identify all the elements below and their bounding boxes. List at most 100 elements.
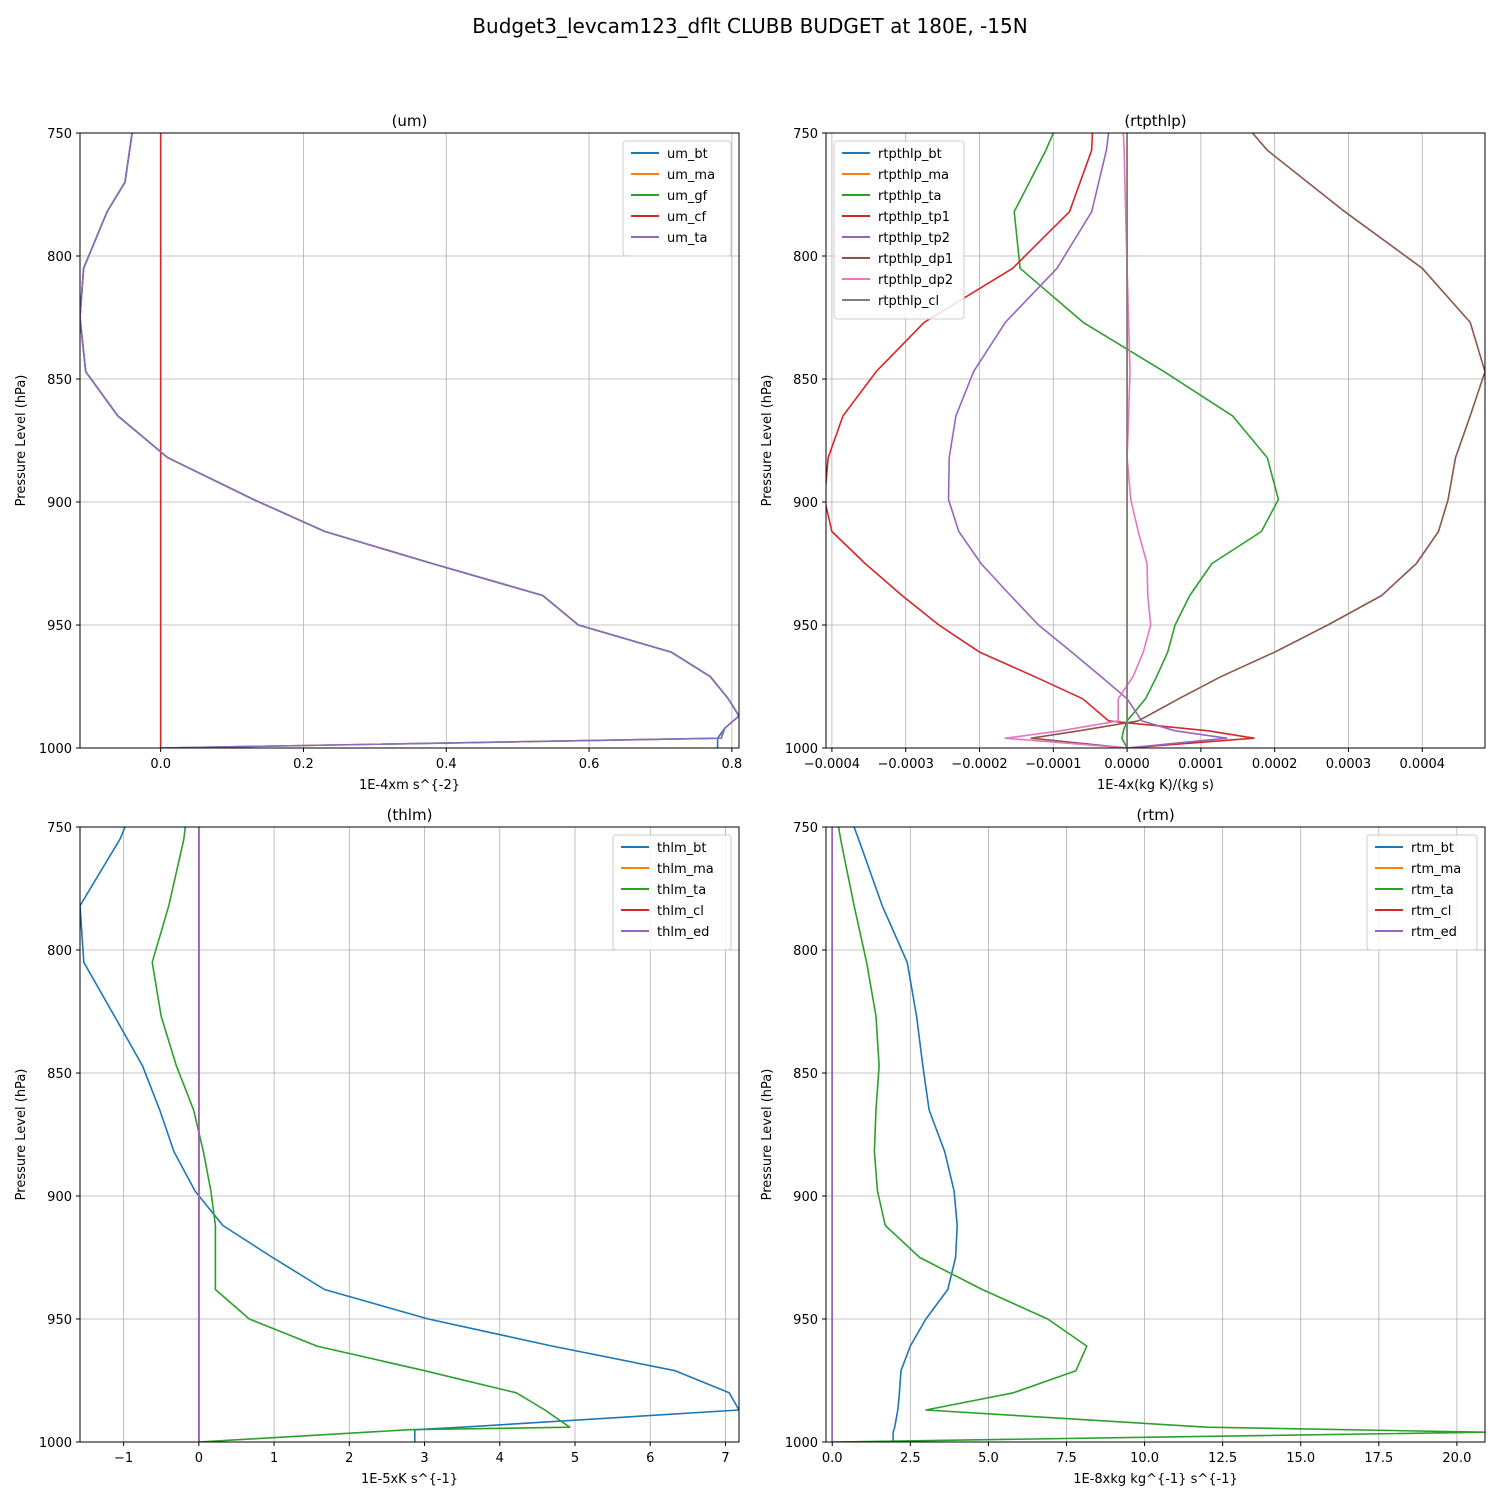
legend-label-rtm_cl: rtm_cl [1411,904,1451,919]
series-line-thlm_ta [151,827,571,1442]
legend-box [833,140,965,320]
legend-label-rtpthlp_dp2: rtpthlp_dp2 [878,273,953,288]
y-tick-label: 1000 [785,1436,818,1451]
x-tick-label: 2 [345,1451,353,1466]
y-tick-label: 950 [47,1313,72,1328]
x-tick-label: 2.5 [900,1451,921,1466]
x-tick-label: 0.0002 [1252,757,1298,772]
x-tick-label: 10.0 [1130,1451,1159,1466]
x-axis-label: 1E-8xkg kg^{-1} s^{-1} [1073,1472,1238,1487]
x-tick-label: 0.4 [436,757,457,772]
series-line-rtm_bt [853,827,959,1442]
series-line-rtpthlp_tp2 [947,133,1228,748]
y-tick-label: 800 [793,944,818,959]
x-tick-label: 6 [646,1451,654,1466]
plot-frame [79,132,740,749]
x-tick-label: −0.0004 [804,757,860,772]
x-tick-label: 0.8 [722,757,743,772]
x-tick-label: 5.0 [978,1451,999,1466]
subplot-rtpthlp: −0.0004 −0.0003 −0.0002 −0.0001 0.0000 0.0001… [760,112,1486,793]
x-tick-label: 0.0 [822,1451,843,1466]
x-tick-label: 0.0003 [1326,757,1372,772]
x-tick-label: 1 [270,1451,278,1466]
series-line-rtpthlp_ta [1013,133,1280,748]
y-tick-label: 900 [47,496,72,511]
legend-label-um_gf: um_gf [667,189,708,204]
y-tick-label: 800 [47,250,72,265]
y-tick-label: 900 [793,1190,818,1205]
y-axis-label: Pressure Level (hPa) [14,375,29,507]
legend-label-um_ta: um_ta [667,231,707,246]
subplot-title: (rtm) [1136,806,1174,824]
y-axis-label: Pressure Level (hPa) [760,375,775,507]
series-line-rtm_ta [832,827,1485,1442]
y-tick-label: 950 [793,619,818,634]
x-tick-label: 12.5 [1208,1451,1237,1466]
legend-label-um_cf: um_cf [667,210,707,225]
plot-frame [825,132,1486,749]
y-tick-label: 1000 [39,742,72,757]
subplot-thlm: −1 0 1 2 3 4 5 6 7 750 800 850 900 950 1000 (thlm) 1E-5x… [14,806,740,1487]
y-tick-label: 850 [47,1067,72,1082]
legend: rtpthlp_bt rtpthlp_ma rtpthlp_ta rtpthlp_tp… [833,140,965,320]
legend-label-rtpthlp_tp1: rtpthlp_tp1 [878,210,950,225]
series-line-thlm_bt [80,827,739,1442]
legend-label-thlm_ed: thlm_ed [657,925,709,940]
legend-label-thlm_cl: thlm_cl [657,904,704,919]
subplot-title: (rtpthlp) [1124,112,1186,130]
legend-box [622,140,732,257]
y-tick-label: 850 [47,373,72,388]
x-tick-label: 3 [420,1451,428,1466]
figure-title: Budget3_levcam123_dflt CLUBB BUDGET at 1… [472,14,1028,38]
subplot-title: (thlm) [387,806,433,824]
legend-label-thlm_bt: thlm_bt [657,841,706,856]
y-tick-label: 750 [793,821,818,836]
y-tick-label: 750 [47,821,72,836]
x-tick-label: 0.0000 [1104,757,1150,772]
x-tick-label: 15.0 [1286,1451,1315,1466]
x-tick-label: −0.0001 [1025,757,1081,772]
series-line-rtpthlp_tp1 [826,133,1255,748]
subplot-rtm: 0.0 2.5 5.0 7.5 10.0 12.5 15.0 17.5 20.0 750 800 85… [760,806,1486,1487]
plot-frame [79,826,740,1443]
x-tick-label: 7 [721,1451,729,1466]
x-tick-label: 4 [496,1451,504,1466]
legend-label-rtpthlp_bt: rtpthlp_bt [878,147,942,162]
legend-label-rtpthlp_tp2: rtpthlp_tp2 [878,231,950,246]
x-tick-label: 20.0 [1442,1451,1471,1466]
series-line-um_ta [80,133,739,748]
legend-label-rtm_ma: rtm_ma [1411,862,1461,877]
x-tick-label: 17.5 [1364,1451,1393,1466]
x-axis-label: 1E-5xK s^{-1} [361,1472,458,1487]
y-tick-label: 850 [793,1067,818,1082]
x-tick-label: 0.2 [293,757,314,772]
y-tick-label: 750 [793,127,818,142]
legend-label-rtpthlp_ta: rtpthlp_ta [878,189,941,204]
legend-label-um_ma: um_ma [667,168,715,183]
x-axis-label: 1E-4xm s^{-2} [359,778,460,793]
legend: um_bt um_ma um_gf um_cf um_ta [622,140,732,257]
legend: rtm_bt rtm_ma rtm_ta rtm_cl rtm_ed [1366,834,1478,951]
y-tick-label: 850 [793,373,818,388]
legend-label-rtpthlp_cl: rtpthlp_cl [878,294,939,309]
x-tick-label: 5 [571,1451,579,1466]
legend-label-um_bt: um_bt [667,147,708,162]
x-tick-label: 0.0 [150,757,171,772]
y-tick-label: 800 [47,944,72,959]
x-tick-label: −0.0003 [878,757,934,772]
y-tick-label: 950 [793,1313,818,1328]
x-tick-label: −0.0002 [951,757,1007,772]
legend-box [1366,834,1478,951]
x-axis-label: 1E-4x(kg K)/(kg s) [1097,778,1214,793]
plot-frame [825,826,1486,1443]
legend: thlm_bt thlm_ma thlm_ta thlm_cl thlm_ed [612,834,732,951]
legend-label-rtpthlp_ma: rtpthlp_ma [878,168,949,183]
y-tick-label: 750 [47,127,72,142]
x-tick-label: 7.5 [1056,1451,1077,1466]
y-tick-label: 1000 [785,742,818,757]
y-tick-label: 900 [793,496,818,511]
x-tick-label: 0.0001 [1178,757,1224,772]
y-axis-label: Pressure Level (hPa) [760,1069,775,1201]
legend-label-rtm_ed: rtm_ed [1411,925,1457,940]
